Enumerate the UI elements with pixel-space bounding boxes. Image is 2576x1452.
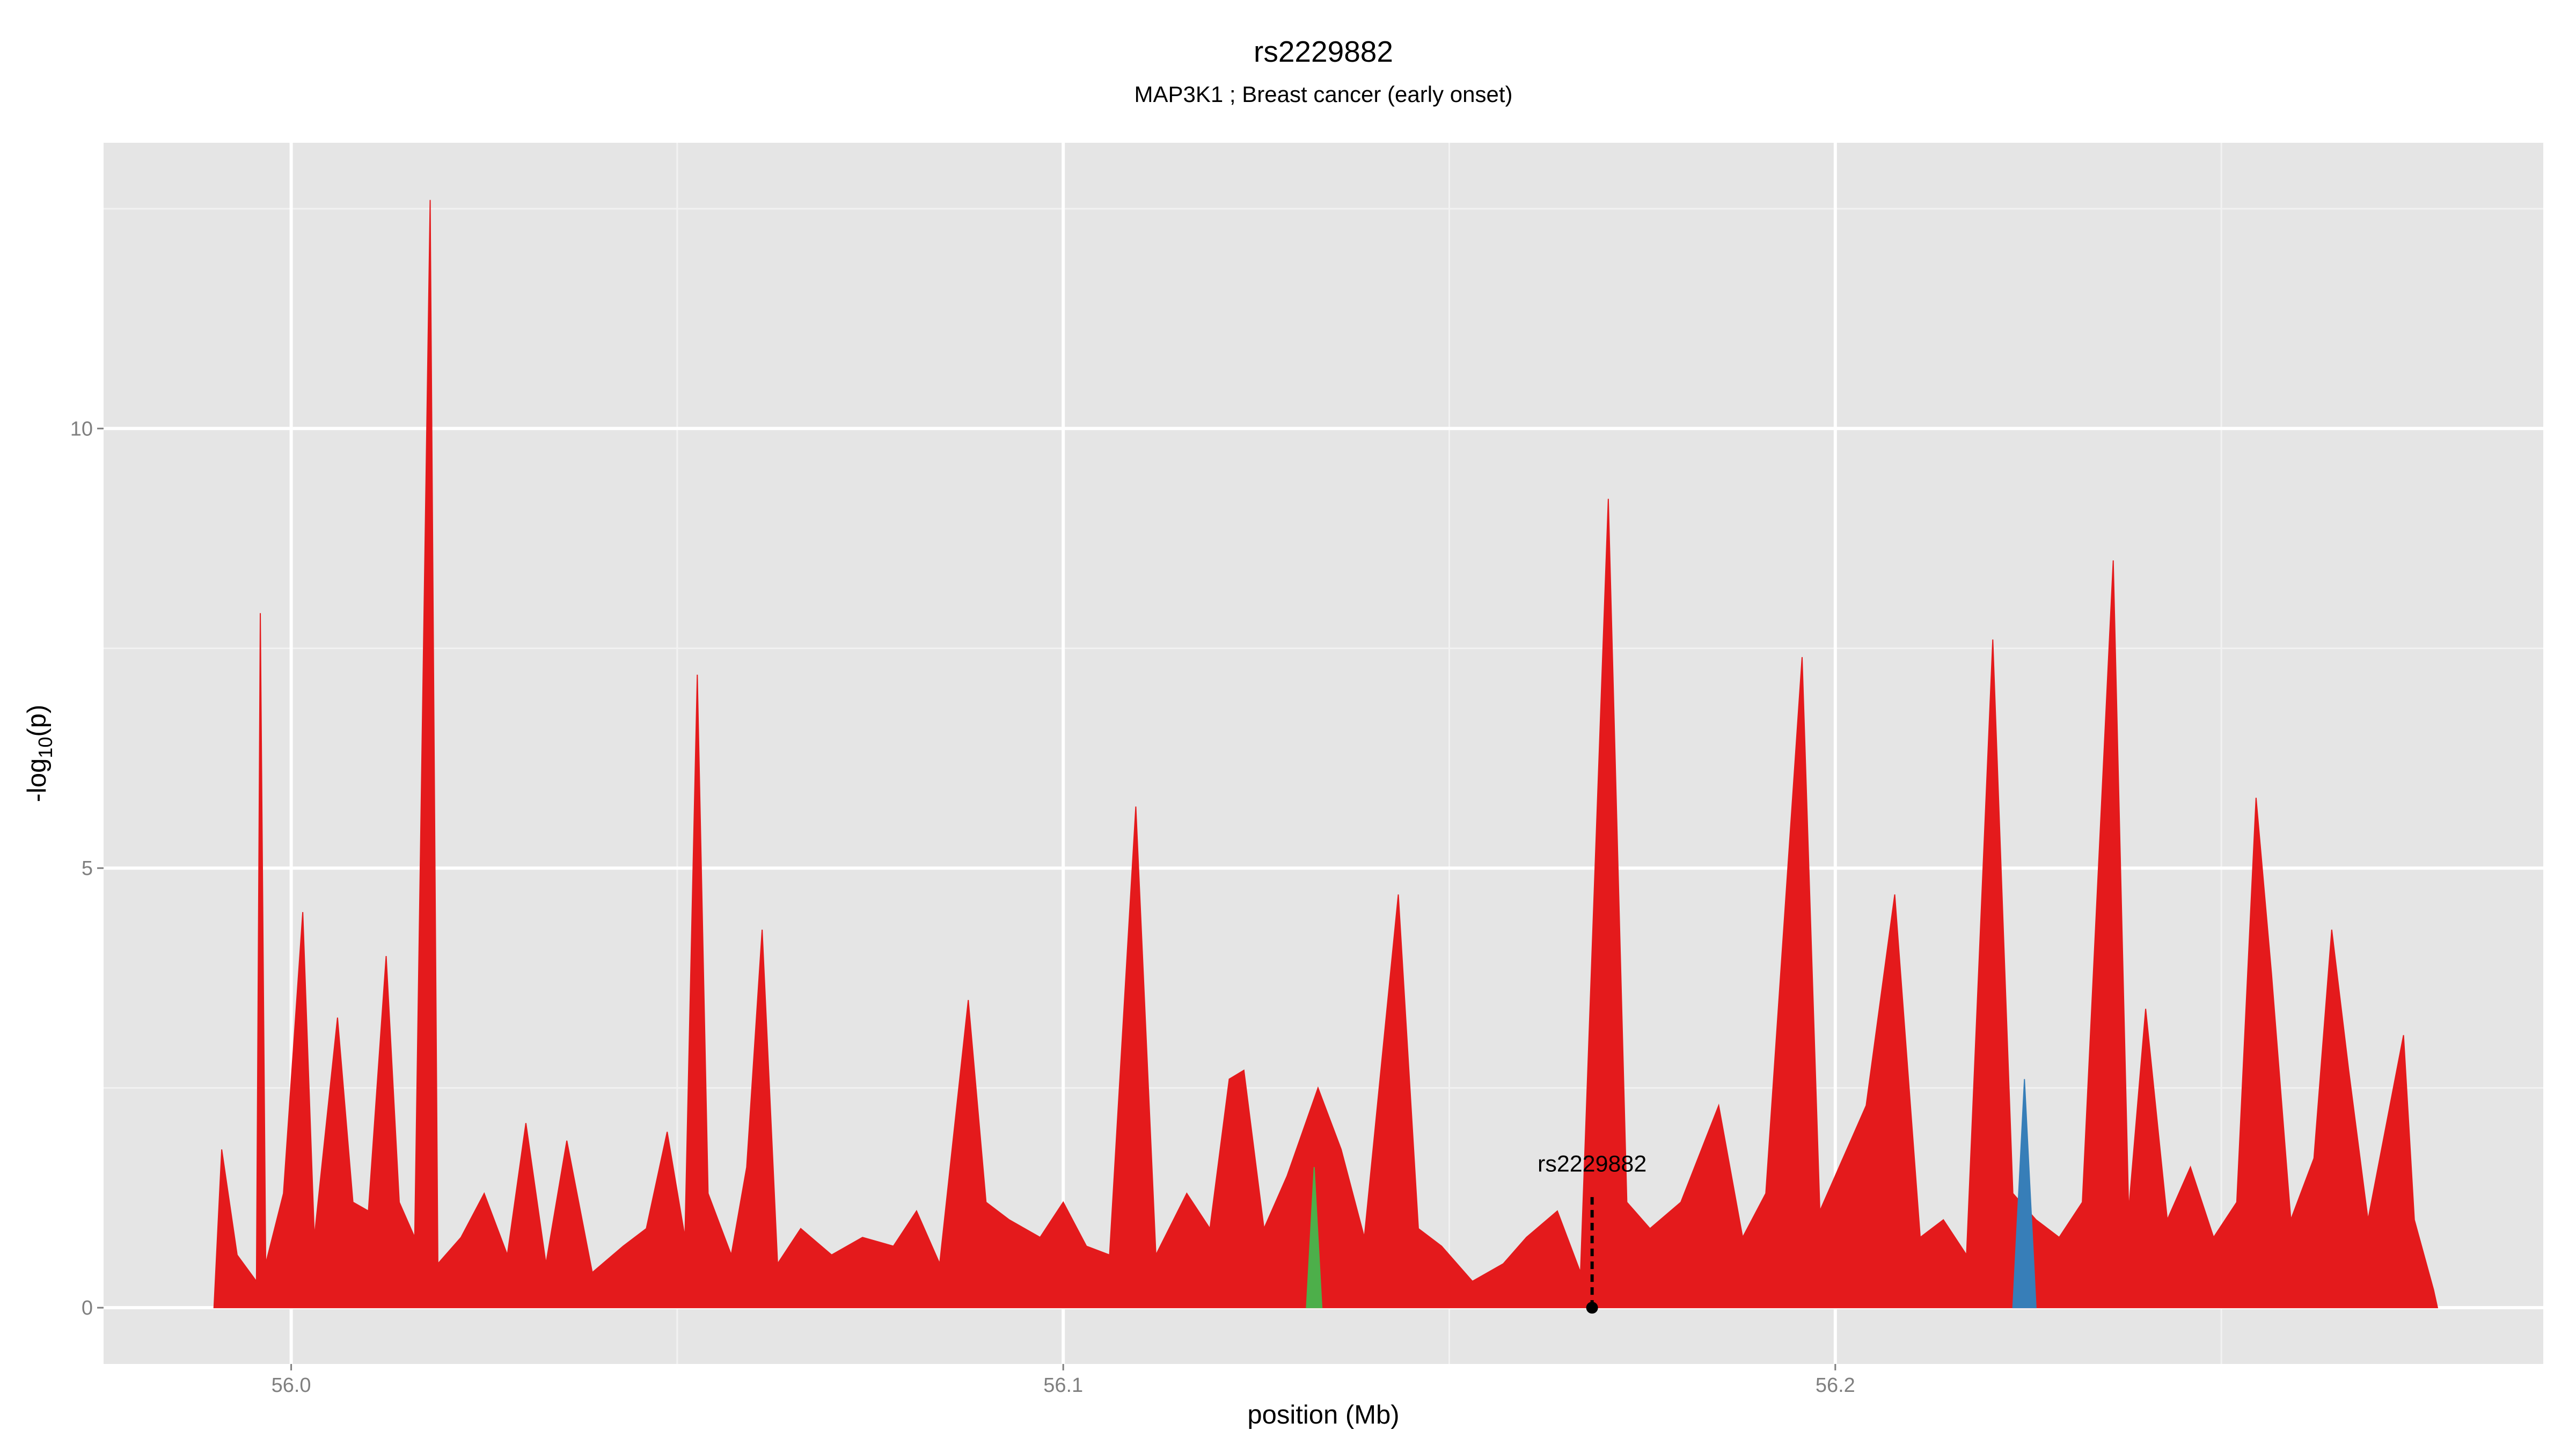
x-tick-label: 56.0 — [272, 1374, 311, 1397]
area — [2012, 1079, 2037, 1309]
y-axis-label-part: (p) — [23, 705, 52, 737]
y-tick-label: 5 — [82, 857, 93, 880]
y-axis-label: -log10(p) — [23, 705, 56, 802]
y-tick-label: 0 — [82, 1297, 93, 1319]
y-axis-label-part: -log — [23, 758, 52, 802]
y-axis-label-part: 10 — [34, 737, 56, 758]
area — [213, 200, 2439, 1309]
annotation-label: rs2229882 — [1538, 1151, 1646, 1177]
x-axis-label: position (Mb) — [1247, 1400, 1399, 1429]
chart-title: rs2229882 — [1254, 35, 1393, 68]
x-tick-label: 56.1 — [1043, 1374, 1083, 1397]
chart-subtitle: MAP3K1 ; Breast cancer (early onset) — [1135, 82, 1513, 107]
annotation-point — [1586, 1302, 1598, 1314]
x-tick-label: 56.2 — [1816, 1374, 1855, 1397]
area — [1306, 1167, 1323, 1309]
y-tick-label: 10 — [70, 418, 93, 440]
